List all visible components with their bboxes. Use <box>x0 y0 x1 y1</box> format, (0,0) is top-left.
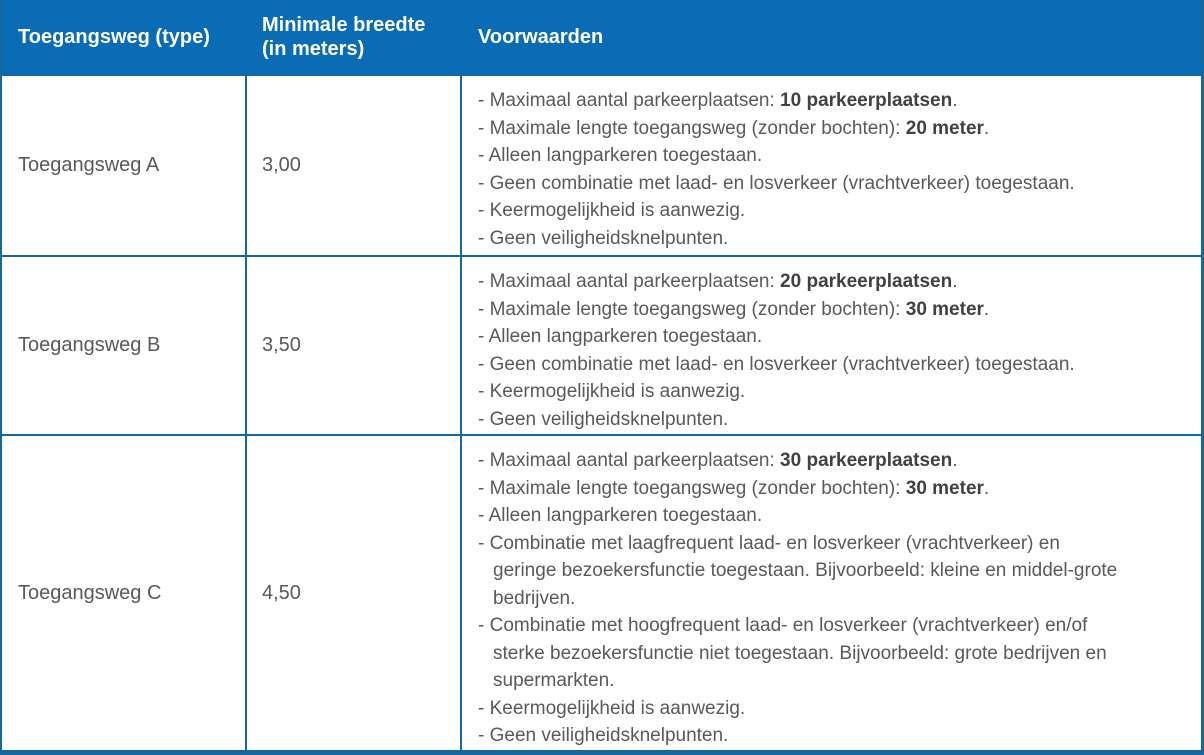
condition-item: - Maximale lengte toegangsweg (zonder bo… <box>478 477 990 499</box>
condition-item: - Alleen langparkeren toegestaan. <box>478 145 763 166</box>
min-width-value: 4,50 <box>262 581 301 604</box>
condition-item: - Maximale lengte toegangsweg (zonder bo… <box>478 298 990 320</box>
road-type-label: Toegangsweg B <box>18 334 161 356</box>
table-row: Toegangsweg A 3,00 - Maximaal aantal par… <box>2 74 1201 255</box>
min-width-cell: 3,50 <box>247 257 462 434</box>
condition-item: - Keermogelijkheid is aanwezig. <box>478 381 746 402</box>
table-body: Toegangsweg A 3,00 - Maximaal aantal par… <box>2 74 1201 750</box>
min-width-cell: 3,00 <box>247 76 462 255</box>
condition-item: - Maximaal aantal parkeerplaatsen: 30 pa… <box>478 450 958 471</box>
condition-item: - Combinatie met hoogfrequent laad- en l… <box>478 615 1107 691</box>
condition-item: - Maximale lengte toegangsweg (zonder bo… <box>478 117 990 139</box>
column-header-conditions-label: Voorwaarden <box>478 26 604 48</box>
condition-item: - Geen combinatie met laad- en losverkee… <box>478 353 1075 375</box>
conditions-cell: - Maximaal aantal parkeerplaatsen: 10 pa… <box>462 76 1201 255</box>
condition-item: - Combinatie met laagfrequent laad- en l… <box>478 532 1118 609</box>
condition-item: - Keermogelijkheid is aanwezig. <box>478 697 746 719</box>
condition-item: - Geen veiligheidsknelpunten. <box>478 725 729 746</box>
table-row: Toegangsweg C 4,50 - Maximaal aantal par… <box>2 434 1201 750</box>
column-header-min-width: Minimale breedte (in meters) <box>247 0 462 74</box>
table-header-row: Toegangsweg (type) Minimale breedte (in … <box>2 0 1201 74</box>
min-width-value: 3,00 <box>262 154 301 176</box>
condition-item: - Maximaal aantal parkeerplaatsen: 20 pa… <box>478 271 958 292</box>
column-header-conditions: Voorwaarden <box>462 0 1201 74</box>
condition-item: - Alleen langparkeren toegestaan. <box>478 505 763 526</box>
table-row: Toegangsweg B 3,50 - Maximaal aantal par… <box>2 255 1201 434</box>
min-width-cell: 4,50 <box>247 436 462 750</box>
road-type-cell: Toegangsweg B <box>2 257 247 434</box>
condition-item: - Geen veiligheidsknelpunten. <box>478 227 729 249</box>
road-type-cell: Toegangsweg C <box>2 436 247 750</box>
column-header-min-width-label: Minimale breedte (in meters) <box>262 14 426 60</box>
road-type-cell: Toegangsweg A <box>2 76 247 255</box>
column-header-road-type-label: Toegangsweg (type) <box>18 26 210 48</box>
condition-item: - Maximaal aantal parkeerplaatsen: 10 pa… <box>478 90 958 111</box>
condition-item: - Alleen langparkeren toegestaan. <box>478 326 763 347</box>
road-type-label: Toegangsweg A <box>18 154 160 176</box>
column-header-road-type: Toegangsweg (type) <box>2 0 247 74</box>
conditions-cell: - Maximaal aantal parkeerplaatsen: 20 pa… <box>462 257 1201 434</box>
road-type-label: Toegangsweg C <box>18 581 162 604</box>
condition-item: - Geen veiligheidsknelpunten. <box>478 408 729 430</box>
conditions-cell: - Maximaal aantal parkeerplaatsen: 30 pa… <box>462 436 1201 750</box>
condition-item: - Keermogelijkheid is aanwezig. <box>478 200 746 221</box>
condition-item: - Geen combinatie met laad- en losverkee… <box>478 172 1075 194</box>
min-width-value: 3,50 <box>262 334 301 356</box>
